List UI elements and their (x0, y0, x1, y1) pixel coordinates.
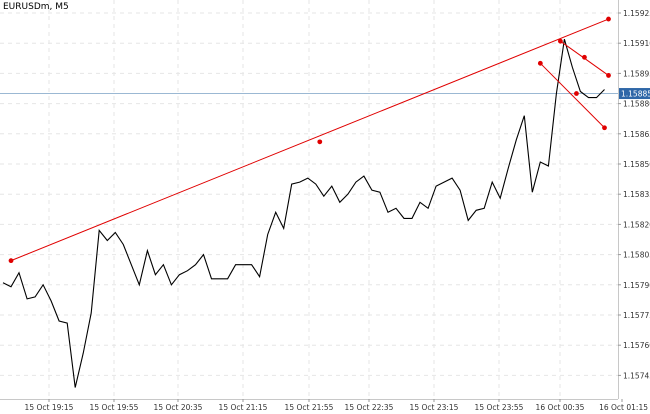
x-tick-label: 16 Oct 01:15 (599, 403, 648, 412)
x-tick-label: 15 Oct 22:35 (345, 403, 394, 412)
x-tick-label: 15 Oct 20:35 (154, 403, 203, 412)
x-tick-label: 15 Oct 21:15 (219, 403, 268, 412)
price-series (2, 39, 605, 388)
current-price-tag-label: 1.15885 (621, 90, 650, 99)
x-tick-label: 15 Oct 23:15 (410, 403, 459, 412)
y-tick-label: 1.15745 (623, 371, 650, 380)
trendline-anchor-point (8, 258, 14, 264)
x-tick-label: 15 Oct 19:15 (25, 403, 74, 412)
x-tick-label: 15 Oct 19:55 (90, 403, 139, 412)
y-tick-label: 1.15805 (623, 251, 650, 260)
y-tick-label: 1.15820 (623, 220, 650, 229)
price-axis[interactable]: 1.15925 1.15910 1.15895 1.15880 1.15865 1.158… (618, 9, 650, 380)
trendline-anchor-point (606, 16, 611, 22)
y-tick-label: 1.15775 (623, 311, 650, 320)
current-price-tag-bg (619, 88, 650, 100)
time-axis[interactable]: 15 Oct 19:15 15 Oct 19:55 15 Oct 20:35 15 O… (25, 399, 649, 412)
y-tick-label: 1.15925 (623, 9, 650, 18)
y-tick-label: 1.15790 (623, 281, 650, 290)
price-line (2, 39, 605, 388)
trendline (539, 62, 605, 129)
trendlines[interactable] (8, 16, 611, 264)
symbol-label: EURUSDm, M5 (3, 2, 69, 12)
y-tick-label: 1.15865 (623, 130, 650, 139)
trendline-anchor-point (317, 139, 323, 145)
current-price-tag: 1.15885 (619, 88, 650, 100)
y-tick-label: 1.15850 (623, 160, 650, 169)
y-tick-label: 1.15880 (623, 100, 650, 109)
trendline-anchor-point (606, 73, 611, 78)
trendline (10, 18, 609, 262)
y-tick-label: 1.15760 (623, 341, 650, 350)
y-tick-label: 1.15895 (623, 69, 650, 78)
y-tick-label: 1.15835 (623, 190, 650, 199)
x-tick-label: 15 Oct 23:55 (475, 403, 524, 412)
trendline-anchor-point (574, 91, 579, 96)
trendline-anchor-point (582, 54, 587, 60)
trendline-anchor-point (537, 60, 543, 66)
y-tick-label: 1.15910 (623, 39, 650, 48)
x-tick-label: 15 Oct 21:55 (285, 403, 334, 412)
x-tick-label: 16 Oct 00:35 (536, 403, 585, 412)
trendline-anchor-point (602, 125, 607, 131)
trendline-anchor-point (557, 38, 563, 44)
grid-lines (0, 0, 619, 400)
